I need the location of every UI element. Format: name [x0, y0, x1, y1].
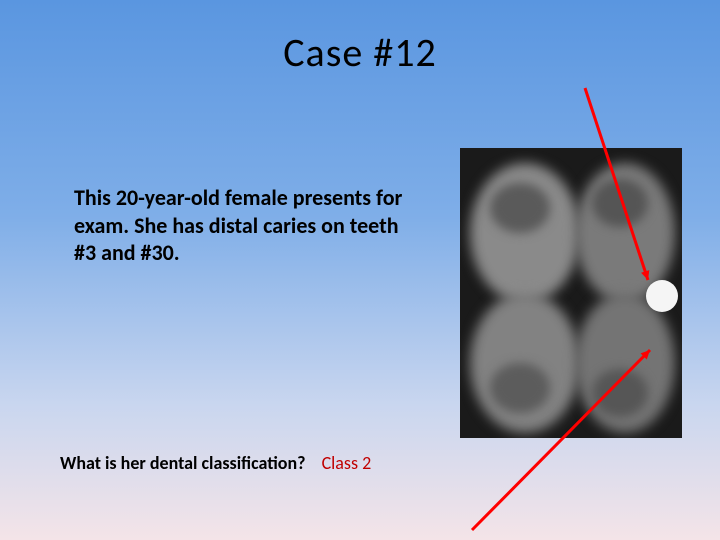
answer-text: Class 2	[322, 452, 372, 474]
slide: Case #12 This 20-year-old female present…	[0, 0, 720, 540]
question-row: What is her dental classification? Class…	[60, 452, 371, 474]
slide-title: Case #12	[0, 28, 720, 77]
xray-image	[460, 148, 682, 438]
question-text: What is her dental classification?	[60, 452, 305, 474]
case-body-text: This 20-year-old female presents for exa…	[74, 184, 404, 267]
